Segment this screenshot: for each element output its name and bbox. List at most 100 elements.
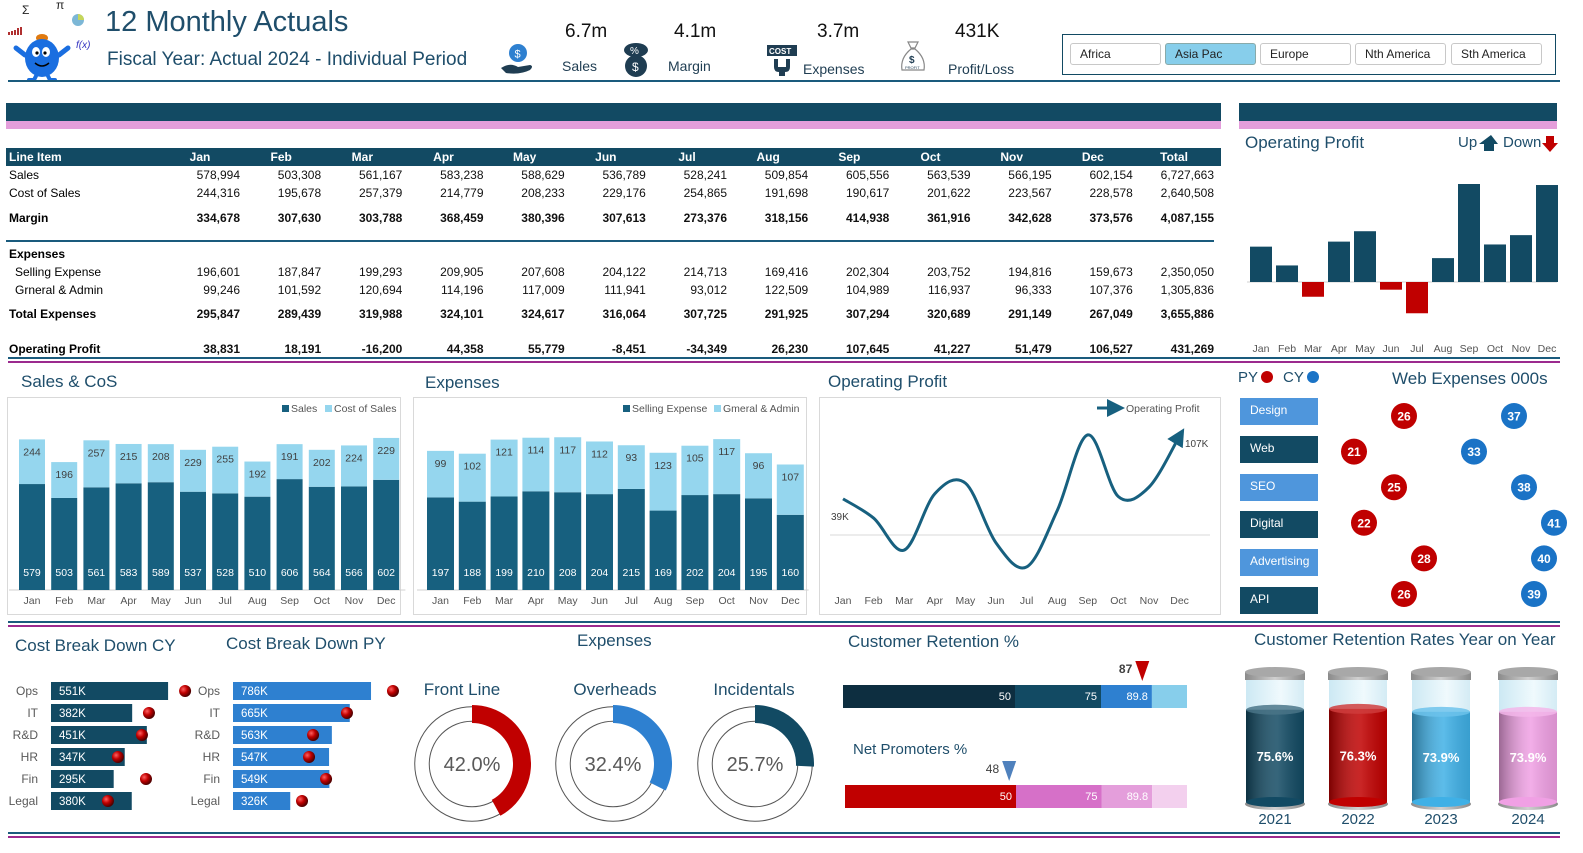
slicer-item-sth-america[interactable]: Sth America bbox=[1451, 43, 1542, 65]
slicer-item-europe[interactable]: Europe bbox=[1260, 43, 1351, 65]
cost-bar bbox=[233, 748, 330, 766]
bullet-band bbox=[1016, 785, 1102, 808]
table-cell: 380,396 bbox=[521, 211, 565, 225]
svg-text:$: $ bbox=[632, 60, 639, 74]
data-label: 105 bbox=[686, 453, 704, 465]
cost-bar bbox=[233, 726, 332, 744]
web-dot-cy bbox=[1521, 581, 1547, 607]
month-label: Dec bbox=[781, 595, 800, 607]
bar-gmeral-admin bbox=[586, 441, 613, 495]
svg-text:PROFIT: PROFIT bbox=[905, 65, 920, 70]
month-label: Feb bbox=[865, 595, 883, 607]
marker-dot bbox=[101, 795, 114, 807]
table-cell: 254,865 bbox=[683, 186, 728, 200]
cylinder-value: 75.6% bbox=[1257, 749, 1294, 764]
bar-gmeral-admin bbox=[776, 464, 804, 515]
month-label: Oct bbox=[1110, 595, 1126, 607]
data-label: 192 bbox=[249, 469, 267, 481]
data-label: 117 bbox=[718, 446, 735, 458]
month-label: May bbox=[558, 595, 579, 607]
web-dot-cy bbox=[1501, 403, 1527, 429]
table-cell: 373,576 bbox=[1089, 211, 1133, 225]
cylinder-value: 73.9% bbox=[1510, 750, 1547, 765]
web-expenses-title: Web Expenses 000s bbox=[1392, 369, 1548, 388]
web-dot-label: 26 bbox=[1397, 410, 1411, 424]
op-profit-line-title: Operating Profit bbox=[828, 372, 948, 391]
legend-py-dot bbox=[1261, 371, 1273, 383]
month-label: Oct bbox=[314, 595, 330, 607]
month-label: Apr bbox=[528, 595, 545, 607]
data-label: 579 bbox=[23, 567, 41, 579]
op-profit-bar bbox=[1484, 244, 1506, 282]
table-cell: 291,149 bbox=[1008, 307, 1052, 321]
data-label: 96 bbox=[753, 460, 765, 472]
retention-cylinder bbox=[1328, 667, 1388, 810]
month-label: Feb bbox=[55, 595, 73, 607]
bar-selling-expense bbox=[681, 495, 709, 590]
data-label: 117 bbox=[559, 444, 576, 456]
month-label: Feb bbox=[463, 595, 481, 607]
data-label: 215 bbox=[120, 451, 138, 463]
data-label: 169 bbox=[654, 567, 672, 579]
cylinder-value: 76.3% bbox=[1340, 748, 1377, 763]
slicer-item-nth-america[interactable]: Nth America bbox=[1355, 43, 1446, 65]
data-label: 202 bbox=[313, 457, 331, 469]
column-header: Nov bbox=[1000, 150, 1024, 164]
marker-dot bbox=[296, 795, 309, 807]
web-category-api: API bbox=[1240, 587, 1318, 614]
donut-value: 32.4% bbox=[585, 754, 642, 776]
table-cell: 307,294 bbox=[845, 307, 890, 321]
kpi-sales-label: Sales bbox=[562, 58, 598, 74]
data-label: 224 bbox=[345, 452, 363, 464]
month-label: Oct bbox=[719, 595, 735, 607]
first-value-label: 39K bbox=[831, 512, 849, 523]
cost-bar bbox=[51, 770, 114, 788]
table-cell: 319,988 bbox=[358, 307, 403, 321]
retention-cylinder bbox=[1411, 667, 1471, 810]
category-label: Legal bbox=[191, 794, 220, 808]
web-dot-cy bbox=[1531, 545, 1557, 572]
table-cell: 214,779 bbox=[440, 186, 484, 200]
customer-retention-title: Customer Retention % bbox=[848, 632, 1020, 651]
web-dot-label: 33 bbox=[1467, 445, 1481, 459]
web-dot-label: 26 bbox=[1397, 588, 1411, 602]
month-label: Sep bbox=[280, 595, 299, 607]
web-dot-label: 22 bbox=[1357, 516, 1371, 530]
table-cell: 195,678 bbox=[277, 186, 322, 200]
table-divider bbox=[6, 240, 1214, 242]
op-profit-bar bbox=[1510, 235, 1532, 282]
cost-bar-label: 347K bbox=[59, 752, 86, 764]
data-label: 112 bbox=[591, 448, 608, 460]
table-cell: 368,459 bbox=[440, 211, 484, 225]
row-label: Sales bbox=[9, 168, 40, 182]
column-header: Dec bbox=[1081, 150, 1104, 164]
down-arrow-icon bbox=[1542, 136, 1558, 152]
table-cell: 199,293 bbox=[358, 265, 403, 279]
donut-segment bbox=[755, 705, 814, 767]
month-label: Jan bbox=[24, 595, 41, 607]
band-dark-right bbox=[1239, 103, 1557, 121]
web-dot-label: 40 bbox=[1537, 552, 1551, 566]
op-profit-bar bbox=[1536, 185, 1558, 282]
table-cell: -34,349 bbox=[686, 342, 728, 356]
slicer-item-africa[interactable]: Africa bbox=[1070, 43, 1161, 65]
column-header-line-item: Line Item bbox=[9, 150, 62, 164]
slicer-item-asia-pac[interactable]: Asia Pac bbox=[1165, 43, 1256, 65]
column-header: May bbox=[513, 150, 537, 164]
cost-bar-label: 380K bbox=[59, 796, 86, 808]
bar-gmeral-admin bbox=[617, 445, 645, 489]
legend-swatch bbox=[282, 405, 289, 412]
legend-label: Cost of Sales bbox=[334, 403, 396, 415]
bar-cost-of-sales bbox=[373, 437, 400, 480]
month-label: Jan bbox=[432, 595, 449, 607]
month-label: Aug bbox=[248, 595, 267, 607]
page-subtitle: Fiscal Year: Actual 2024 - Individual Pe… bbox=[107, 49, 468, 70]
bar-cost-of-sales bbox=[244, 461, 271, 497]
web-dot-label: 38 bbox=[1517, 481, 1531, 495]
table-cell: 2,640,508 bbox=[1160, 186, 1215, 200]
table-cell: 207,608 bbox=[521, 265, 565, 279]
web-dot-label: 21 bbox=[1347, 445, 1361, 459]
svg-text:$: $ bbox=[515, 49, 521, 61]
marker-dot bbox=[386, 685, 399, 697]
